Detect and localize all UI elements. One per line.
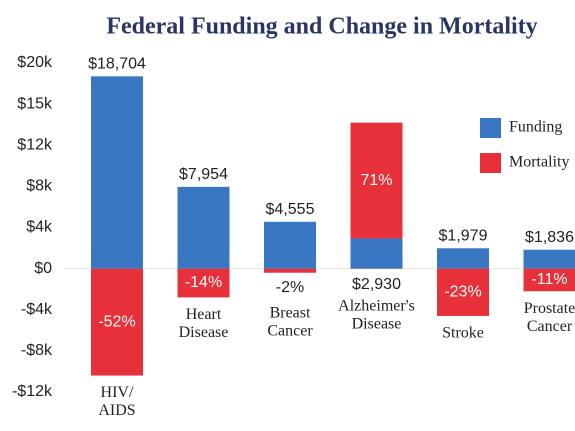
mortality-label: -14%	[185, 274, 222, 291]
y-tick-label: -$4k	[21, 301, 53, 318]
mortality-label: -23%	[444, 283, 481, 300]
legend-swatch	[480, 118, 501, 138]
x-tick-label: Stroke	[442, 325, 484, 342]
y-tick-label: -$8k	[21, 342, 53, 359]
y-tick-label: $8k	[26, 178, 53, 195]
funding-label: $18,704	[88, 56, 146, 73]
x-tick-label: Disease	[179, 324, 229, 341]
mortality-label: -52%	[98, 313, 135, 330]
x-tick-label: Breast	[270, 304, 311, 321]
funding-label: $2,930	[352, 276, 401, 293]
x-tick-label: Prostate	[524, 300, 575, 317]
mortality-label: -11%	[531, 271, 567, 288]
chart-title: Federal Funding and Change in Mortality	[106, 14, 537, 40]
funding-label: $4,555	[266, 201, 315, 218]
x-tick-label: HIV/	[101, 384, 134, 401]
legend-label: Mortality	[509, 154, 569, 171]
x-tick-label: Alzheimer's	[338, 297, 415, 314]
legend-label: Funding	[509, 119, 562, 136]
legend-swatch	[480, 153, 501, 173]
funding-bar	[437, 248, 489, 269]
funding-bar	[264, 221, 316, 269]
funding-label: $7,954	[179, 166, 228, 183]
mortality-bar	[437, 268, 489, 316]
funding-bar	[91, 76, 143, 269]
mortality-bar	[523, 268, 575, 292]
y-tick-label: $4k	[26, 219, 53, 236]
x-tick-label: Cancer	[527, 318, 573, 335]
mortality-label: 71%	[360, 172, 392, 189]
y-tick-label: $0	[34, 260, 52, 277]
y-tick-label: $20k	[17, 54, 53, 71]
mortality-bar	[264, 268, 316, 273]
mortality-label: -2%	[276, 279, 304, 296]
funding-bar	[350, 238, 403, 269]
x-tick-label: Cancer	[267, 322, 313, 339]
funding-bar	[177, 186, 230, 269]
funding-bar	[523, 249, 575, 269]
x-tick-label: AIDS	[98, 402, 135, 419]
y-tick-label: $12k	[17, 136, 53, 153]
y-tick-label: -$12k	[12, 383, 53, 400]
mortality-bar	[177, 268, 230, 298]
x-tick-label: Heart	[186, 306, 222, 323]
y-tick-label: $15k	[17, 95, 53, 112]
mortality-bar	[91, 268, 143, 376]
funding-label: $1,836	[525, 229, 574, 246]
funding-label: $1,979	[439, 227, 488, 244]
x-tick-label: Disease	[352, 315, 402, 332]
